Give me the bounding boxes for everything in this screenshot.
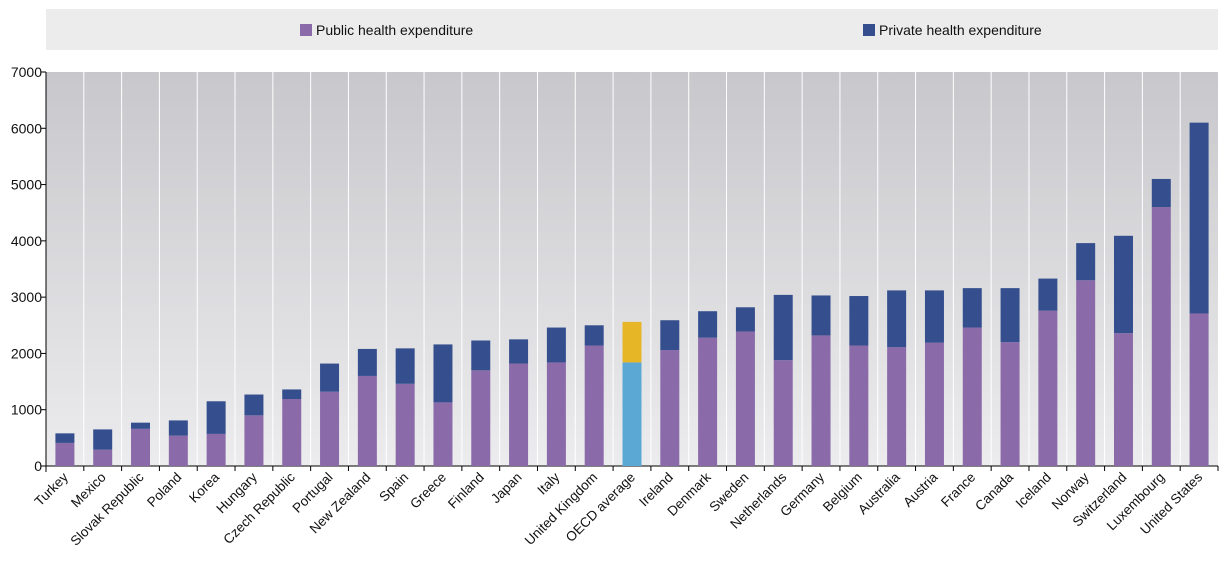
x-tick-label: Australia: [855, 469, 903, 517]
bar-private: [660, 320, 680, 351]
y-tick-label: 1000: [11, 402, 42, 418]
bar-public: [55, 442, 75, 466]
bar-private: [546, 327, 566, 363]
bar-private: [509, 339, 529, 364]
bar-private: [962, 288, 982, 328]
bar-public: [93, 449, 113, 466]
bar-private: [924, 290, 944, 343]
bar-private: [206, 401, 226, 434]
bar-private: [320, 363, 340, 392]
bar-public: [962, 327, 982, 466]
bar-public: [1189, 313, 1209, 466]
bar-private: [1000, 288, 1020, 343]
bar-public: [282, 399, 302, 466]
bar-private: [1151, 178, 1171, 208]
y-tick-label: 3000: [11, 289, 42, 305]
bar-private: [131, 422, 151, 429]
bar-private: [471, 340, 491, 371]
bar-public: [1076, 280, 1096, 466]
bar-public: [168, 435, 188, 466]
x-tick-label: Greece: [407, 470, 449, 512]
bar-private: [887, 290, 907, 348]
bar-public: [1000, 342, 1020, 466]
y-tick-label: 4000: [11, 233, 42, 249]
bar-public: [584, 345, 604, 466]
bar-private: [55, 433, 75, 443]
x-tick-label: Finland: [445, 470, 487, 512]
x-tick-label: Turkey: [32, 469, 72, 509]
legend-item-public: Public health expenditure: [300, 9, 473, 50]
bar-private: [735, 307, 755, 332]
x-tick-label: OECD average: [563, 470, 638, 545]
bar-private: [357, 348, 377, 376]
x-tick-label: Poland: [144, 470, 184, 510]
bar-public: [1113, 333, 1133, 466]
bar-private: [282, 389, 302, 400]
legend-item-private: Private health expenditure: [863, 9, 1042, 50]
bar-private: [244, 394, 264, 416]
bar-public: [509, 363, 529, 466]
bar-private: [1076, 243, 1096, 281]
x-tick-label: Austria: [900, 469, 941, 510]
x-tick-label: Iceland: [1013, 470, 1054, 511]
bar-private: [1113, 235, 1133, 334]
legend-label-public: Public health expenditure: [316, 21, 474, 38]
legend-swatch-public: [300, 23, 312, 36]
bar-public: [357, 375, 377, 466]
bar-public: [320, 391, 340, 466]
bar-public: [887, 347, 907, 466]
bar-private: [93, 429, 113, 450]
bar-public: [131, 428, 151, 466]
bar-public: [698, 337, 718, 466]
legend-swatch-private: [863, 23, 875, 36]
bar-public: [206, 433, 226, 466]
bar-private: [168, 420, 188, 436]
bar-private: [395, 348, 415, 384]
bar-private: [811, 295, 831, 336]
bar-public: [924, 342, 944, 466]
bar-private: [433, 344, 453, 403]
bar-public: [244, 415, 264, 466]
bar-public: [1038, 310, 1058, 466]
bar-private: [622, 321, 642, 363]
bar-private: [849, 296, 869, 346]
bar-public: [622, 362, 642, 466]
y-tick-label: 2000: [11, 345, 42, 361]
bar-public: [471, 370, 491, 466]
bar-public: [546, 362, 566, 466]
bar-public: [849, 345, 869, 466]
bar-public: [660, 350, 680, 466]
y-tick-label: 0: [34, 458, 42, 474]
bar-public: [811, 335, 831, 466]
x-tick-label: Japan: [488, 470, 525, 507]
bar-public: [395, 383, 415, 466]
y-tick-label: 7000: [11, 64, 42, 80]
bar-private: [1038, 278, 1058, 311]
x-tick-label: Korea: [186, 469, 222, 505]
bar-public: [735, 331, 755, 466]
bar-public: [773, 360, 793, 466]
bar-private: [698, 311, 718, 338]
x-tick-label: Italy: [534, 469, 562, 497]
y-tick-label: 5000: [11, 177, 42, 193]
y-tick-label: 6000: [11, 120, 42, 136]
bar-public: [1151, 207, 1171, 467]
legend-label-private: Private health expenditure: [879, 21, 1042, 38]
bar-private: [584, 325, 604, 346]
bar-public: [433, 402, 453, 466]
x-tick-label: Canada: [972, 469, 1016, 513]
bar-private: [773, 294, 793, 361]
legend: Public health expenditure Private health…: [46, 9, 1218, 50]
x-tick-label: Czech Republic: [220, 469, 298, 547]
x-tick-label: Spain: [376, 470, 411, 505]
bar-private: [1189, 122, 1209, 314]
